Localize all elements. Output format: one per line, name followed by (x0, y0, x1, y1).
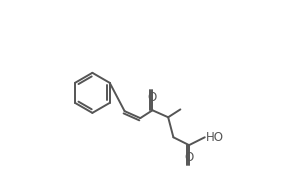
Text: O: O (184, 151, 194, 164)
Text: O: O (148, 91, 157, 104)
Text: HO: HO (206, 131, 224, 144)
